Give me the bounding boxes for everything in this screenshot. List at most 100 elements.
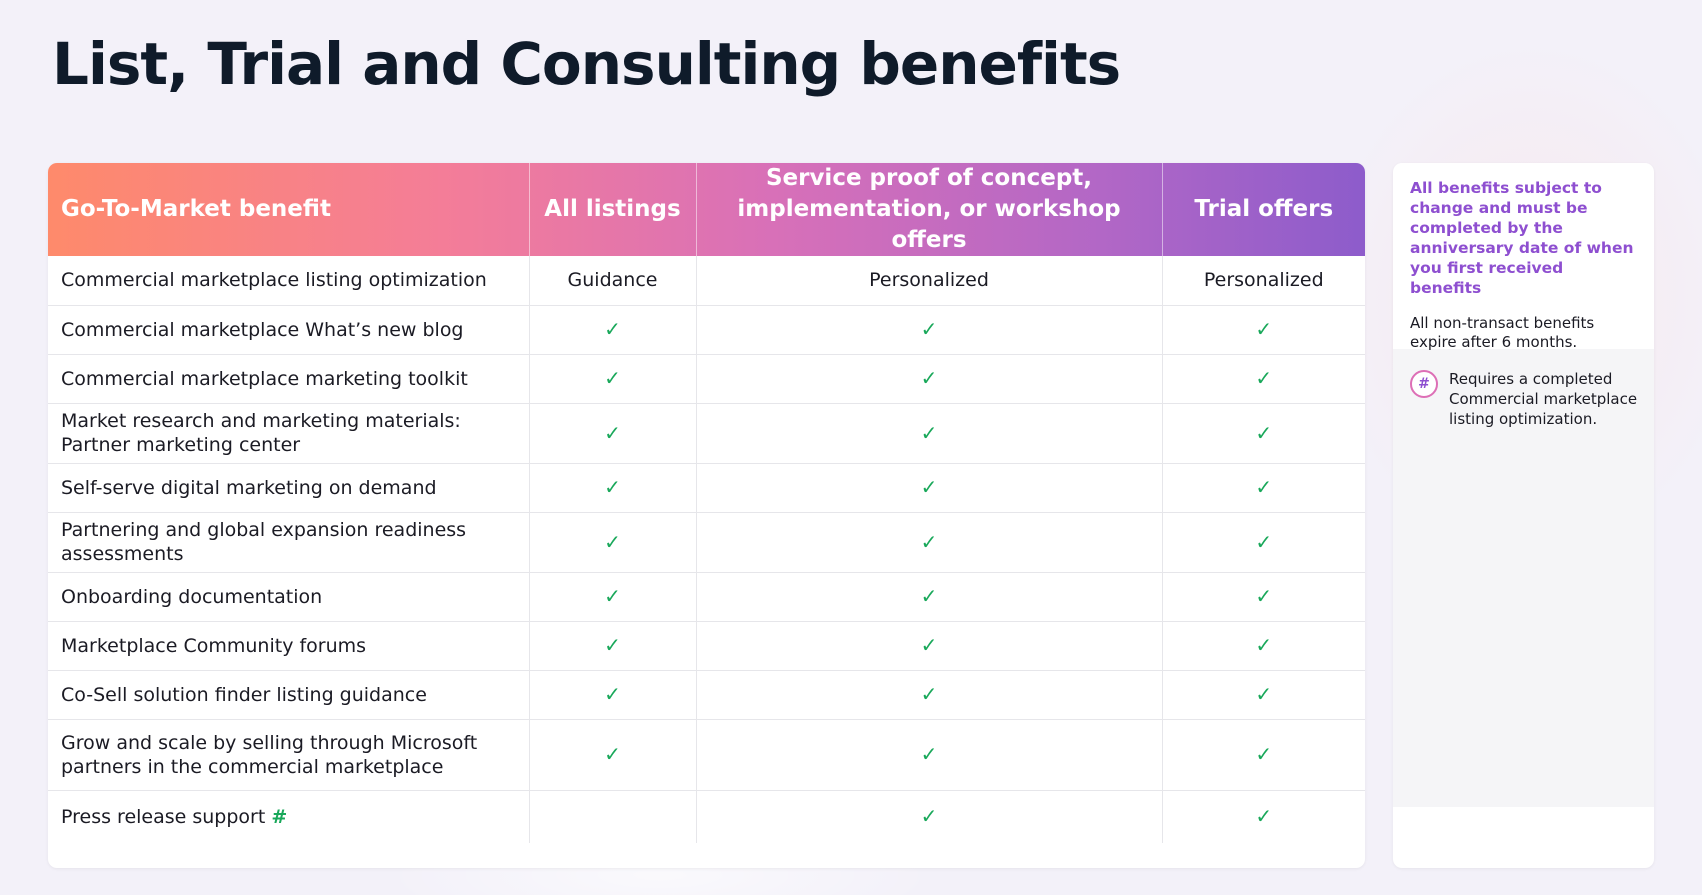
check-icon: ✓ (920, 633, 938, 657)
check-icon: ✓ (604, 529, 621, 554)
table-row: Commercial marketplace listing optimizat… (48, 256, 1365, 306)
cell-all-listings (529, 790, 697, 843)
table-row: Commercial marketplace What’s new blog ✓ ✓… (48, 305, 1365, 355)
cell-all-listings: ✓ (529, 670, 697, 720)
check-icon: ✓ (920, 682, 938, 706)
table-row: Press release support # ✓ ✓ (48, 790, 1365, 843)
cell-all-listings: ✓ (529, 354, 697, 404)
benefit-cell: Onboarding documentation (48, 572, 530, 622)
cell-value: Personalized (1203, 269, 1324, 292)
page-title: List, Trial and Consulting benefits (52, 30, 1121, 98)
table-row: Commercial marketplace marketing toolkit… (48, 354, 1365, 404)
benefit-cell: Self-serve digital marketing on demand (48, 463, 530, 513)
benefits-table-card: Go-To-Market benefit All listings Servic… (48, 163, 1365, 868)
benefit-label: Commercial marketplace listing optimizat… (61, 269, 487, 292)
cell-trial-offers: ✓ (1162, 463, 1365, 513)
cell-trial-offers: ✓ (1162, 572, 1365, 622)
cell-service-offers: ✓ (696, 572, 1163, 622)
expiry-note: All non-transact benefits expire after 6… (1410, 314, 1595, 351)
benefit-cell: Marketplace Community forums (48, 621, 530, 671)
cell-all-listings: ✓ (529, 621, 697, 671)
check-icon: ✓ (1255, 475, 1273, 499)
cell-all-listings: Guidance (529, 256, 697, 306)
table-header-row: Go-To-Market benefit All listings Servic… (48, 163, 1365, 256)
check-icon: ✓ (920, 804, 938, 829)
footnote-marker: # (271, 805, 288, 828)
check-icon: ✓ (1255, 682, 1273, 706)
check-icon: ✓ (920, 584, 938, 608)
hash-badge-icon: # (1410, 370, 1438, 398)
cell-all-listings: ✓ (529, 719, 697, 791)
check-icon: ✓ (1255, 366, 1273, 390)
table-row: Partnering and global expansion readines… (48, 512, 1365, 573)
check-icon: ✓ (920, 529, 938, 554)
cell-trial-offers: ✓ (1162, 354, 1365, 404)
cell-service-offers: Personalized (696, 256, 1163, 306)
check-icon: ✓ (1255, 633, 1273, 657)
table-row: Marketplace Community forums ✓ ✓ ✓ (48, 621, 1365, 671)
benefit-label: Grow and scale by selling through Micros… (61, 731, 478, 778)
check-icon: ✓ (604, 366, 621, 390)
check-icon: ✓ (920, 317, 938, 341)
benefit-label: Press release support (61, 805, 266, 828)
check-icon: ✓ (920, 475, 938, 499)
check-icon: ✓ (1255, 529, 1273, 554)
benefit-label: Commercial marketplace marketing toolkit (61, 367, 468, 390)
check-icon: ✓ (604, 682, 621, 706)
check-icon: ✓ (604, 317, 621, 341)
table-row: Onboarding documentation ✓ ✓ ✓ (48, 572, 1365, 622)
cell-service-offers: ✓ (696, 621, 1163, 671)
cell-trial-offers: ✓ (1162, 719, 1365, 791)
footnote-section: # Requires a completed Commercial market… (1393, 349, 1654, 807)
check-icon: ✓ (1255, 420, 1273, 445)
cell-service-offers: ✓ (696, 719, 1163, 791)
check-icon: ✓ (920, 742, 938, 766)
check-icon: ✓ (604, 633, 621, 657)
cell-all-listings: ✓ (529, 572, 697, 622)
check-icon: ✓ (604, 584, 621, 608)
table-row: Market research and marketing materials:… (48, 403, 1365, 464)
table-row: Grow and scale by selling through Micros… (48, 719, 1365, 791)
footnote-text: Requires a completed Commercial marketpl… (1449, 370, 1638, 428)
cell-service-offers: ✓ (696, 512, 1163, 573)
cell-all-listings: ✓ (529, 463, 697, 513)
benefit-cell: Commercial marketplace listing optimizat… (48, 256, 530, 306)
benefit-label: Commercial marketplace What’s new blog (61, 318, 464, 341)
cell-trial-offers: Personalized (1162, 256, 1365, 306)
notes-panel-top: All benefits subject to change and must … (1393, 163, 1654, 351)
benefit-label: Self-serve digital marketing on demand (61, 476, 437, 499)
benefits-table: Go-To-Market benefit All listings Servic… (48, 163, 1365, 843)
benefit-label: Market research and marketing materials:… (61, 410, 461, 456)
cell-service-offers: ✓ (696, 463, 1163, 513)
benefit-cell: Partnering and global expansion readines… (48, 512, 530, 573)
check-icon: ✓ (1255, 584, 1273, 608)
cell-all-listings: ✓ (529, 305, 697, 355)
cell-service-offers: ✓ (696, 670, 1163, 720)
header-all-listings: All listings (529, 163, 697, 256)
table-row: Self-serve digital marketing on demand ✓ ✓… (48, 463, 1365, 513)
benefit-cell: Grow and scale by selling through Micros… (48, 719, 530, 791)
cell-trial-offers: ✓ (1162, 670, 1365, 720)
check-icon: ✓ (604, 475, 621, 499)
benefit-cell: Commercial marketplace marketing toolkit (48, 354, 530, 404)
check-icon: ✓ (920, 366, 938, 390)
check-icon: ✓ (1255, 804, 1273, 829)
cell-all-listings: ✓ (529, 403, 697, 464)
cell-trial-offers: ✓ (1162, 790, 1365, 843)
cell-trial-offers: ✓ (1162, 621, 1365, 671)
benefit-label: Onboarding documentation (61, 585, 323, 608)
cell-service-offers: ✓ (696, 305, 1163, 355)
table-row: Co-Sell solution finder listing guidance… (48, 670, 1365, 720)
header-go-to-market-benefit: Go-To-Market benefit (48, 163, 530, 256)
header-trial-offers: Trial offers (1194, 196, 1334, 222)
cell-service-offers: ✓ (696, 403, 1163, 464)
cell-service-offers: ✓ (696, 790, 1163, 843)
notes-panel: All benefits subject to change and must … (1393, 163, 1654, 868)
cell-value: Guidance (567, 269, 658, 292)
check-icon: ✓ (1255, 317, 1273, 341)
cell-service-offers: ✓ (696, 354, 1163, 404)
benefit-cell: Commercial marketplace What’s new blog (48, 305, 530, 355)
benefit-label: Marketplace Community forums (61, 634, 367, 657)
check-icon: ✓ (920, 420, 938, 445)
benefit-cell: Market research and marketing materials:… (48, 403, 530, 464)
